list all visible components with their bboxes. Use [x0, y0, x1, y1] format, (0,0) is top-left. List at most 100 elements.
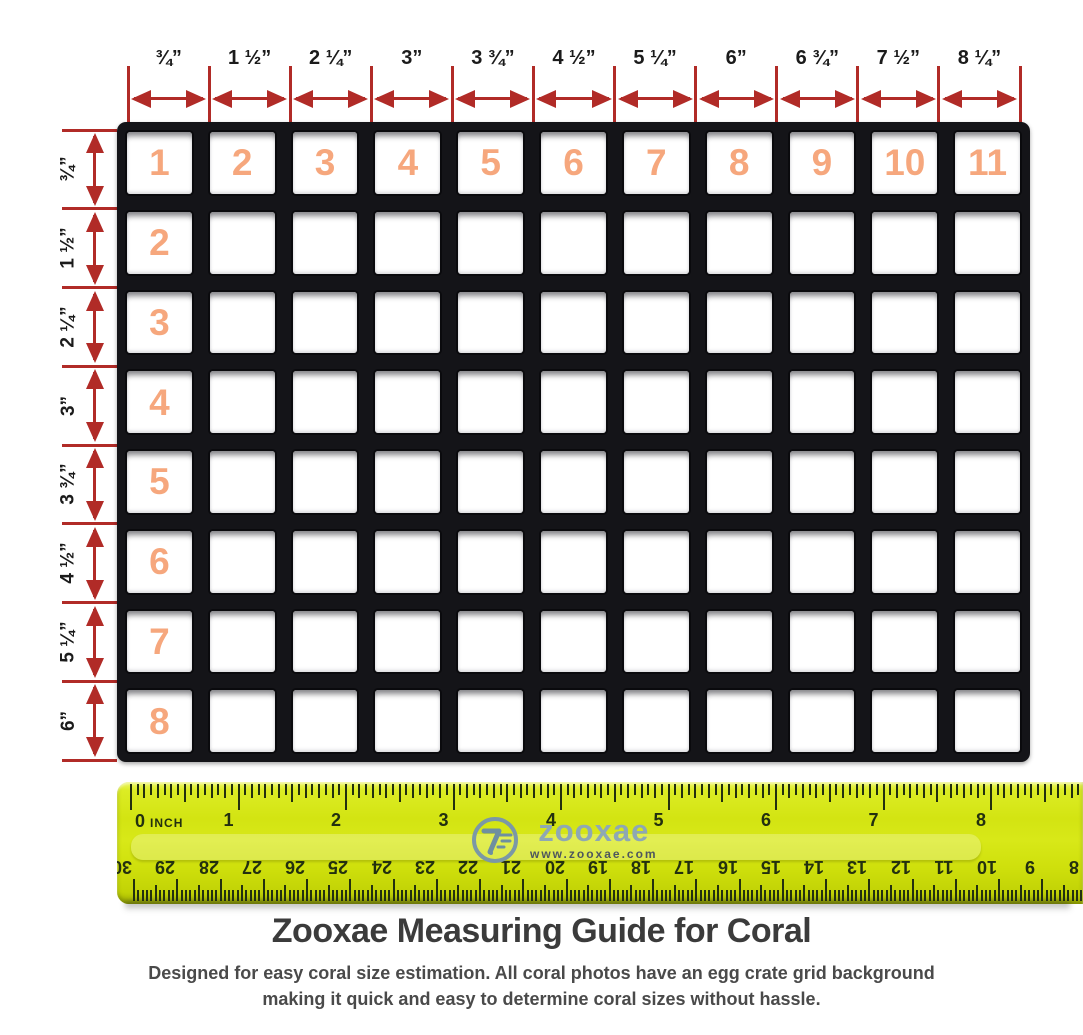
cm-tick [786, 890, 789, 901]
inch-tick [452, 784, 455, 810]
cm-tick [941, 890, 944, 901]
grid-cell [292, 530, 358, 593]
cm-tick [998, 879, 1000, 901]
grid-cell [789, 610, 855, 673]
cm-tick [803, 885, 806, 901]
inch-tick [378, 784, 381, 795]
cell-number: 5 [149, 461, 170, 503]
cell-number: 3 [149, 301, 170, 343]
inch-tick [714, 784, 717, 795]
cm-tick [760, 885, 763, 901]
cm-tick [850, 890, 853, 901]
height-arrow [86, 526, 104, 600]
cm-tick [522, 879, 525, 901]
cm-tick [258, 890, 261, 901]
inch-tick [627, 784, 630, 798]
inch-tick [432, 784, 435, 795]
page-title: Zooxae Measuring Guide for Coral [271, 912, 812, 950]
ruler-zero-inch-label: 0 INCH [135, 811, 183, 832]
arrow-shaft [93, 214, 96, 282]
cm-tick [742, 890, 745, 901]
inch-tick [949, 784, 952, 798]
zero-number: 0 [135, 811, 146, 831]
arrow-shaft [539, 97, 609, 100]
grid-cell [375, 211, 441, 274]
cm-tick [928, 890, 931, 901]
inch-tick [895, 784, 898, 798]
grid-cell [623, 451, 689, 513]
grid-cell [872, 371, 938, 433]
inch-tick [143, 784, 146, 798]
cm-tick [881, 890, 884, 901]
cm-tick [1002, 890, 1005, 901]
cm-tick [1058, 890, 1061, 901]
grid-cell [623, 690, 689, 752]
inch-tick [654, 784, 657, 798]
inch-tick [553, 784, 556, 795]
cm-tick [946, 890, 949, 901]
top-measurement-scale: ¾” 1 ½” 2 ¼” 3” 3 ¾” 4 ½” 5 ¼” 6” 6 ¾” 7 ½” 8 ¼” [126, 46, 1022, 144]
inch-tick [459, 784, 462, 795]
cm-tick [267, 890, 270, 901]
grid-cell [706, 530, 772, 593]
grid-cell [541, 211, 606, 274]
cm-tick [262, 879, 265, 901]
cm-tick [902, 890, 905, 901]
height-arrow [86, 211, 104, 285]
cm-tick [1036, 890, 1039, 901]
cm-number: 9 [1025, 857, 1036, 877]
grid-cell [292, 451, 358, 513]
cm-tick [816, 890, 819, 901]
cm-tick [427, 890, 430, 901]
cm-number: 29 [155, 857, 176, 877]
height-arrow [86, 133, 104, 206]
width-arrow [698, 90, 774, 108]
cm-tick [768, 890, 771, 901]
inch-tick [358, 784, 361, 798]
cm-tick [479, 879, 481, 901]
arrow-shaft [93, 529, 96, 597]
arrow-shaft [863, 97, 933, 100]
grid-cell [458, 371, 524, 433]
cm-tick [894, 890, 897, 901]
cm-tick [293, 890, 296, 901]
grid-cell [541, 451, 606, 513]
grid-cell [789, 371, 855, 433]
inch-tick [130, 784, 132, 810]
arrow-shaft [93, 372, 96, 439]
inch-tick [707, 784, 710, 798]
cm-tick [837, 890, 840, 901]
inch-tick [277, 784, 280, 798]
grid-cell: 6 [127, 530, 192, 593]
cm-tick [167, 890, 170, 901]
left-scale-label-text: ¾” [57, 156, 79, 183]
cm-tick [232, 890, 235, 901]
grid-cell [375, 610, 441, 673]
inch-tick [754, 784, 757, 795]
cm-tick [440, 890, 443, 901]
inch-tick [1043, 784, 1046, 802]
cm-tick [275, 890, 278, 901]
grid-cell: 3 [292, 132, 358, 194]
inch-tick [1037, 784, 1040, 795]
inch-tick [768, 784, 771, 795]
cm-tick [643, 890, 646, 901]
inch-tick [210, 784, 213, 798]
inch-tick [271, 784, 274, 795]
height-arrow [86, 605, 104, 679]
cm-tick [461, 890, 464, 901]
height-arrow [86, 684, 104, 757]
inch-tick [318, 784, 321, 798]
inch-number: 8 [975, 810, 986, 830]
inch-tick [674, 784, 677, 795]
inch-tick [203, 784, 206, 795]
cm-tick [1019, 885, 1022, 901]
cm-tick [453, 890, 456, 901]
cm-tick [176, 879, 179, 901]
cm-tick [556, 890, 559, 901]
cm-tick [954, 879, 957, 901]
top-scale-tick [531, 66, 535, 144]
cm-tick [483, 890, 486, 901]
cm-tick [1041, 879, 1044, 901]
cm-tick [133, 879, 135, 901]
